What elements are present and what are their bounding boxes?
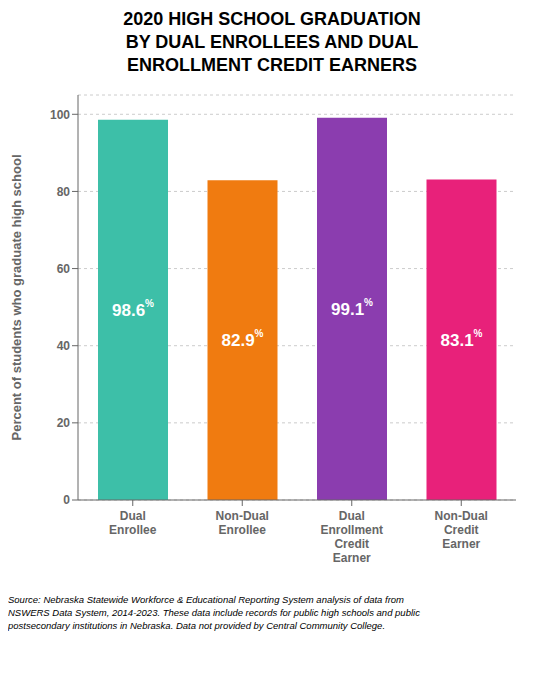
svg-text:80: 80 xyxy=(57,185,71,199)
svg-text:0: 0 xyxy=(63,493,70,507)
svg-text:40: 40 xyxy=(57,339,71,353)
html-text:Source: Nebraska Statewide Wor: Source: Nebraska Statewide Workforce & E… xyxy=(8,594,420,631)
svg-text:DualEnrollmentCreditEarner: DualEnrollmentCreditEarner xyxy=(320,509,383,565)
svg-text:82.9%: 82.9% xyxy=(222,328,264,350)
svg-text:60: 60 xyxy=(57,262,71,276)
svg-text:100: 100 xyxy=(50,108,70,122)
svg-text:99.1%: 99.1% xyxy=(331,296,373,318)
svg-text:83.1%: 83.1% xyxy=(441,327,483,349)
svg-text:98.6%: 98.6% xyxy=(112,297,154,319)
svg-text:Non-DualCreditEarner: Non-DualCreditEarner xyxy=(435,509,488,551)
html-text:2020 HIGH SCHOOL GRADUATION BY: 2020 HIGH SCHOOL GRADUATION BY DUAL ENRO… xyxy=(123,9,421,75)
svg-text:Non-DualEnrollee: Non-DualEnrollee xyxy=(216,509,269,537)
svg-text:DualEnrollee: DualEnrollee xyxy=(109,509,157,537)
svg-text:20: 20 xyxy=(57,416,71,430)
svg-text:Percent of students who gradua: Percent of students who graduate high sc… xyxy=(9,154,24,440)
